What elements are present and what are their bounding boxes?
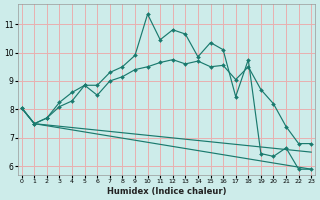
X-axis label: Humidex (Indice chaleur): Humidex (Indice chaleur) — [107, 187, 226, 196]
